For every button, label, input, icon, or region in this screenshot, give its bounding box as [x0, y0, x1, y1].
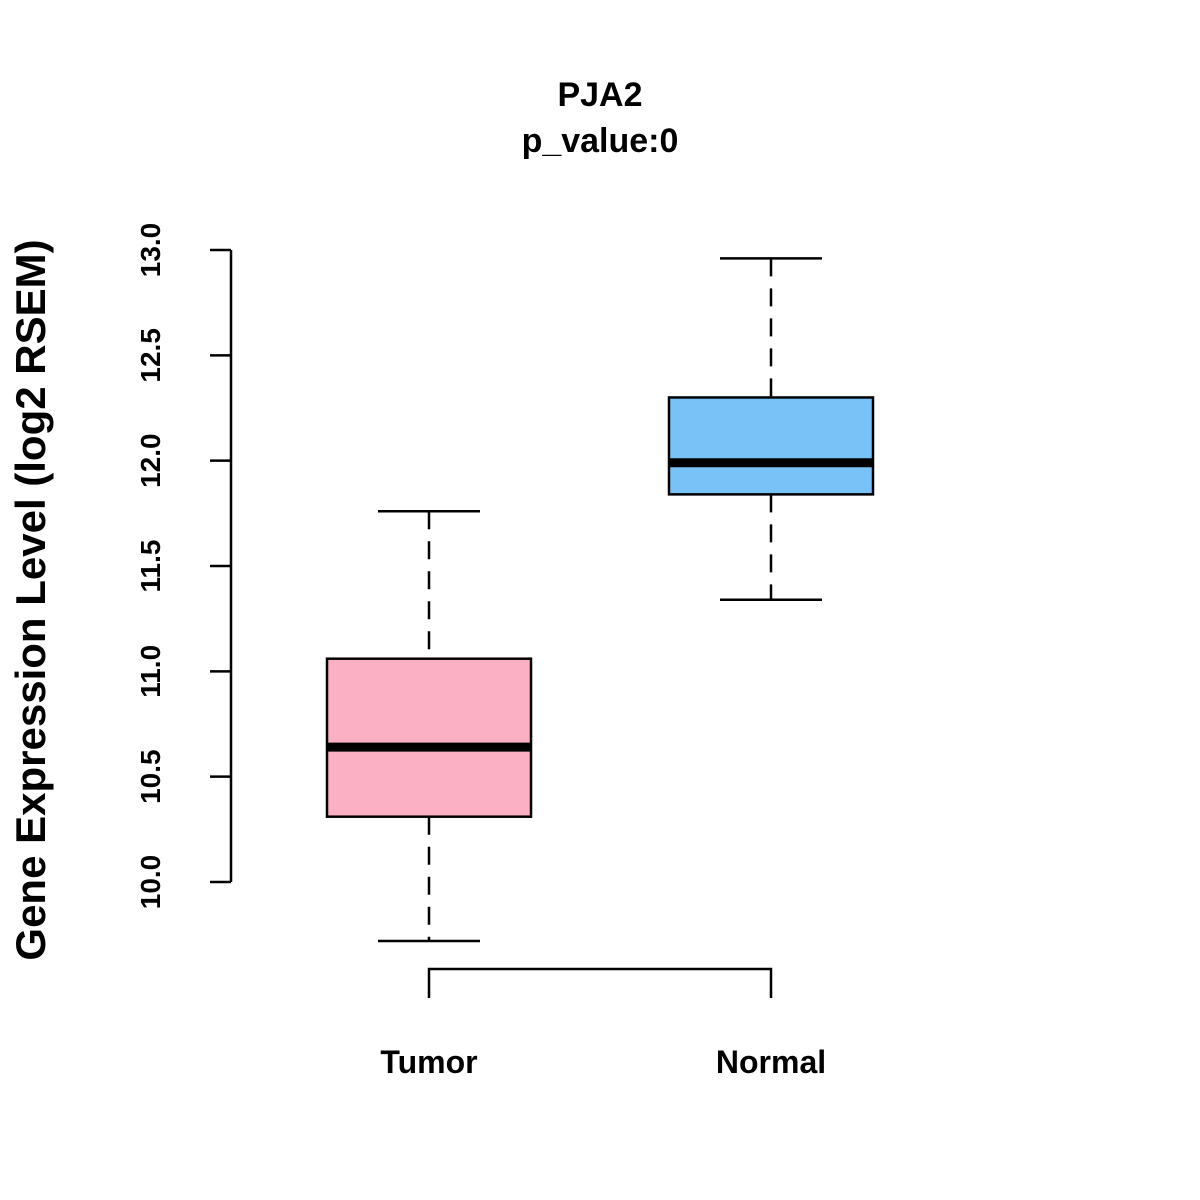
x-axis-labels: Tumor Normal: [380, 1044, 826, 1080]
y-axis: 10.0 10.5 11.0 11.5 12.0 12.5 13.0: [135, 223, 233, 910]
iqr-box: [325, 657, 533, 818]
box-normal: [667, 257, 875, 601]
y-tick-label: 12.5: [135, 328, 166, 383]
box-tumor: [325, 509, 533, 943]
boxes: [325, 257, 875, 943]
x-label-tumor: Tumor: [380, 1044, 477, 1080]
iqr-box: [667, 396, 875, 496]
y-tick-label: 12.0: [135, 433, 166, 488]
y-tick-label: 10.0: [135, 855, 166, 910]
y-tick-label: 13.0: [135, 223, 166, 278]
chart-title: PJA2: [557, 76, 642, 114]
y-axis-label: Gene Expression Level (log2 RSEM): [7, 239, 54, 960]
comparison-bracket: [427, 967, 773, 998]
bracket-line: [427, 967, 773, 998]
y-tick-label: 11.0: [135, 645, 166, 698]
chart-subtitle: p_value:0: [522, 122, 679, 160]
y-tick-label: 11.5: [135, 540, 166, 593]
y-tick-label: 10.5: [135, 749, 166, 804]
x-label-normal: Normal: [716, 1044, 826, 1080]
